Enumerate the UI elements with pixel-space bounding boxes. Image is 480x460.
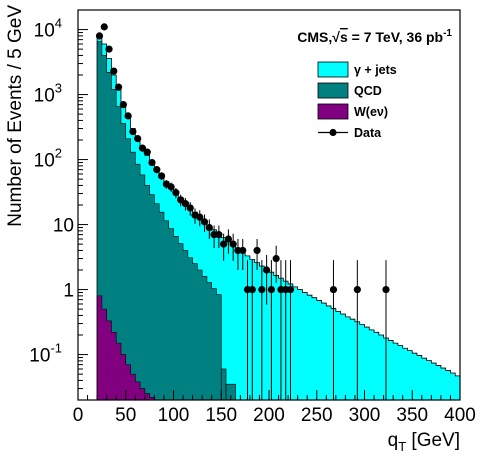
legend-label: Data: [354, 126, 382, 140]
x-tick-label: 0: [73, 405, 84, 426]
data-point: [272, 245, 280, 283]
data-point: [157, 172, 166, 180]
data-point: [382, 260, 390, 400]
data-point: [353, 260, 361, 400]
y-tick-label: 10: [53, 216, 74, 237]
data-point: [172, 187, 180, 199]
data-point: [110, 67, 118, 75]
data-point: [224, 229, 233, 254]
y-tick-label: 1: [63, 281, 74, 302]
data-point: [329, 260, 338, 400]
data-point: [248, 260, 256, 400]
legend-label: γ + jets: [354, 63, 397, 77]
x-tick-label: 150: [205, 405, 237, 426]
legend-item: γ + jets: [317, 61, 397, 78]
legend-item: W(eν): [317, 103, 388, 120]
legend-item: Data: [318, 126, 382, 140]
y-tick-label: 103: [34, 81, 62, 107]
data-point: [167, 182, 175, 192]
x-tick-label: 100: [158, 405, 190, 426]
y-tick-label: 102: [34, 146, 62, 172]
data-points: [95, 23, 390, 400]
data-point: [196, 210, 204, 227]
y-tick-label: 104: [34, 16, 62, 42]
qcd-tail-bin: [220, 368, 227, 401]
x-axis-title: qT [GeV]: [388, 430, 460, 454]
legend: γ + jets QCD W(eν) Data: [317, 61, 397, 140]
data-point: [119, 101, 127, 109]
w-enu-histogram: [96, 295, 155, 401]
data-point: [229, 233, 237, 261]
data-point: [153, 166, 161, 174]
qcd-histogram: [96, 41, 222, 401]
stacked-histograms: [96, 35, 461, 401]
data-point: [220, 233, 228, 261]
data-point: [186, 201, 194, 216]
data-point: [129, 127, 137, 136]
data-point: [105, 45, 113, 53]
y-axis-title: Number of Events / 5 GeV: [5, 5, 26, 227]
data-point: [286, 260, 295, 400]
axis-ticks: 0 50 100 150 200 250 300 350 400 10-1 1 10 102 103 104: [29, 9, 476, 426]
legend-item: QCD: [317, 82, 382, 99]
legend-label: W(eν): [354, 105, 388, 119]
chart-header: CMS,√s = 7 TeV, 36 pb-1: [297, 28, 452, 45]
data-point: [258, 260, 266, 400]
x-tick-label: 200: [253, 405, 285, 426]
data-point: [95, 32, 104, 40]
data-point: [205, 219, 213, 239]
y-tick-label: 10-1: [29, 341, 62, 367]
data-point: [138, 144, 147, 152]
legend-marker: [329, 128, 337, 137]
data-point: [114, 83, 123, 91]
x-tick-label: 300: [349, 405, 381, 426]
data-point: [134, 135, 142, 143]
x-tick-label: 250: [301, 405, 333, 426]
x-tick-label: 400: [444, 405, 476, 426]
legend-swatch: [317, 103, 349, 120]
legend-swatch: [317, 61, 349, 78]
data-point: [263, 254, 271, 305]
legend-label: QCD: [354, 84, 382, 98]
data-point: [100, 23, 108, 31]
data-point: [148, 158, 156, 167]
data-point: [239, 238, 247, 270]
data-point: [267, 260, 275, 400]
data-point: [181, 198, 190, 211]
x-tick-label: 350: [396, 405, 428, 426]
data-point: [215, 225, 223, 249]
data-point: [253, 238, 261, 270]
legend-swatch: [317, 82, 349, 99]
data-point: [143, 148, 151, 156]
x-tick-label: 50: [115, 405, 136, 426]
data-point: [124, 112, 132, 120]
data-point: [200, 214, 209, 233]
